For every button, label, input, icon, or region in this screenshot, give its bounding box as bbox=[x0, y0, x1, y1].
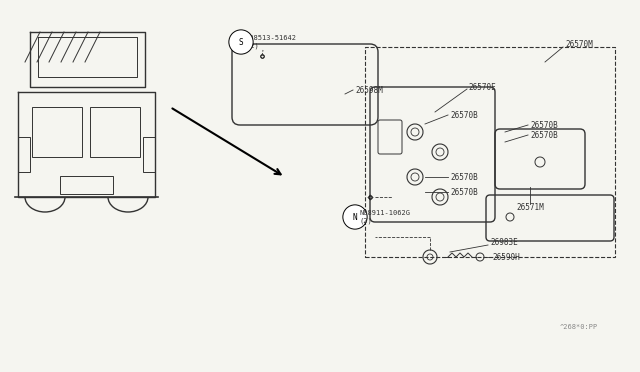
Text: 26590H: 26590H bbox=[492, 253, 520, 262]
Bar bbox=[32, 107, 82, 157]
Text: 26598M: 26598M bbox=[355, 86, 383, 94]
Text: 26983E: 26983E bbox=[490, 237, 518, 247]
Text: 26570B: 26570B bbox=[530, 121, 557, 129]
Text: 26570B: 26570B bbox=[530, 131, 557, 140]
Text: S08513-51642
(2): S08513-51642 (2) bbox=[246, 35, 297, 49]
Bar bbox=[60, 176, 113, 194]
Text: 26571M: 26571M bbox=[516, 202, 544, 212]
Text: N08911-1062G
(2): N08911-1062G (2) bbox=[360, 210, 411, 224]
Bar bbox=[143, 137, 155, 172]
Bar bbox=[365, 47, 615, 257]
Text: 26570B: 26570B bbox=[450, 110, 477, 119]
Text: ^268*0:PP: ^268*0:PP bbox=[560, 324, 598, 330]
Text: N: N bbox=[353, 212, 357, 221]
Bar bbox=[90, 107, 140, 157]
Text: 26570B: 26570B bbox=[450, 173, 477, 182]
Text: 26570M: 26570M bbox=[565, 39, 593, 48]
Bar bbox=[18, 137, 30, 172]
Text: 26570E: 26570E bbox=[468, 83, 496, 92]
Text: S: S bbox=[239, 38, 243, 46]
Text: 26570B: 26570B bbox=[450, 187, 477, 196]
